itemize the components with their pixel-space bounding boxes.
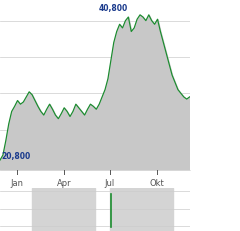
Text: 20,800: 20,800 [1,152,30,160]
Text: Jul: Jul [105,178,115,187]
Bar [32,188,95,231]
Text: Okt: Okt [150,178,165,187]
Bar [110,188,173,231]
Text: 40,800: 40,800 [98,4,127,13]
Text: Jan: Jan [11,178,24,187]
Text: Apr: Apr [57,178,72,187]
